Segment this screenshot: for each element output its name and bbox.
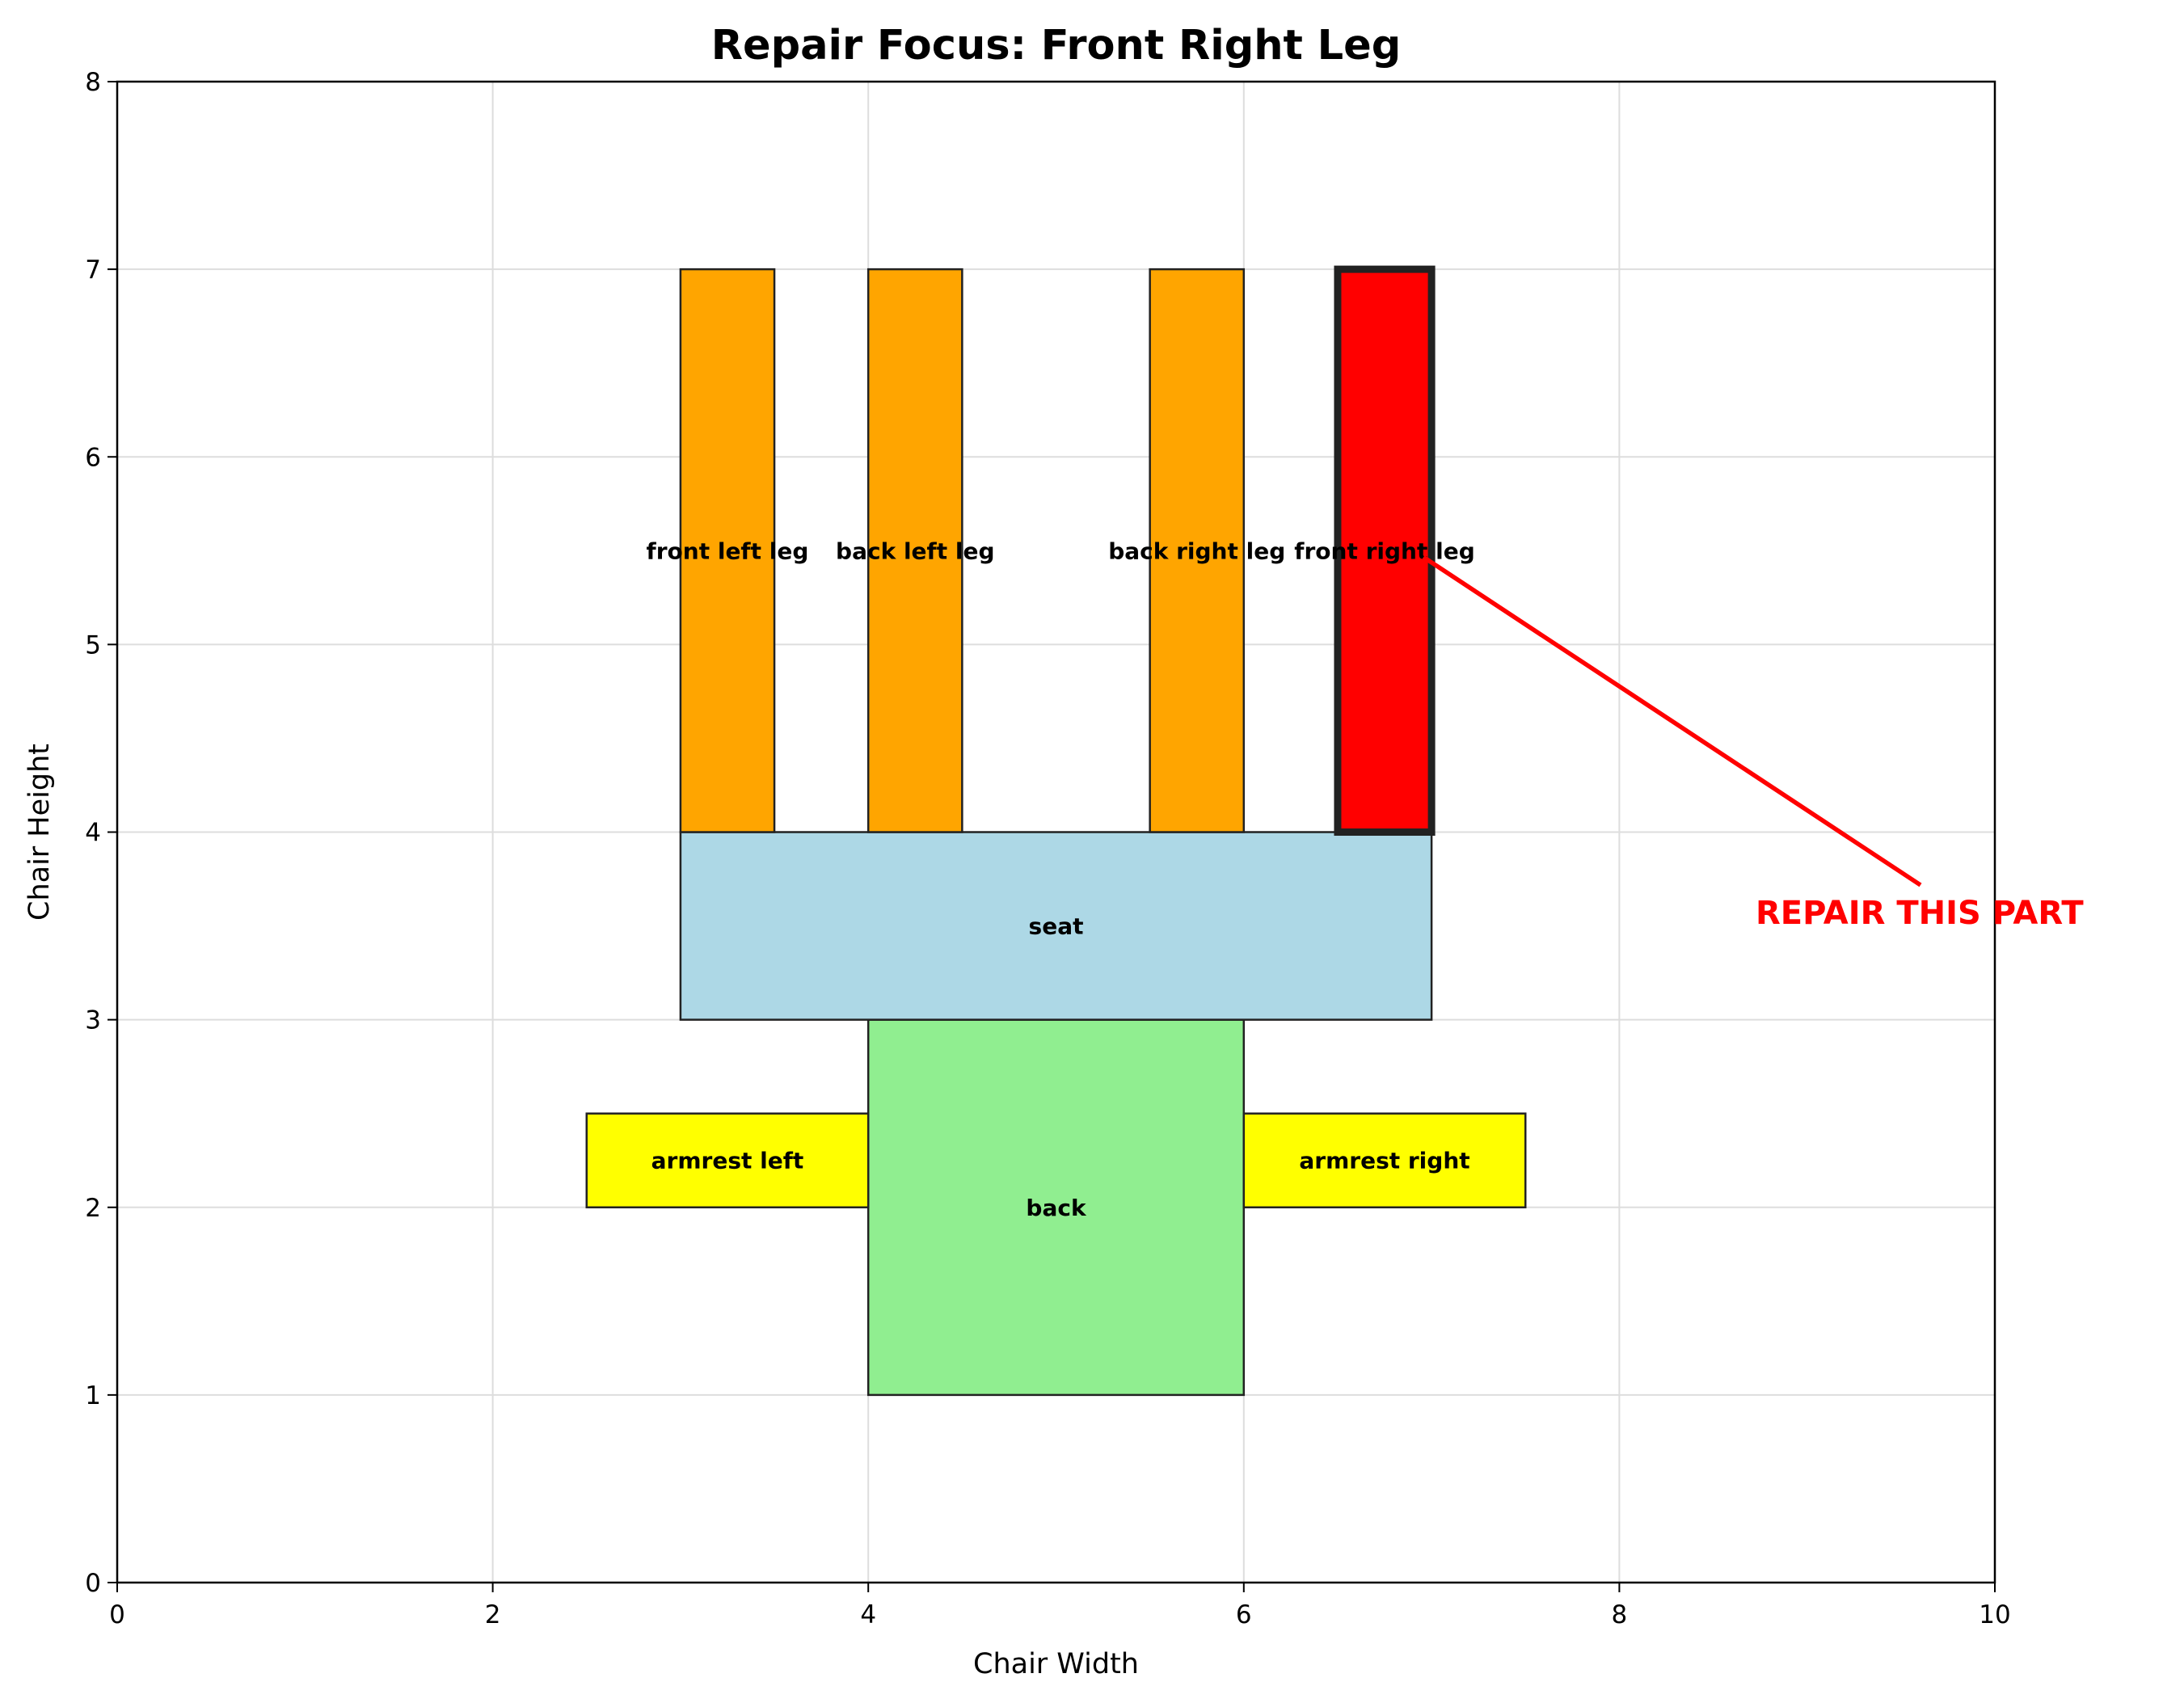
chair-parts [585,265,1527,1397]
part-back-left-leg [866,268,963,833]
x-tick-label: 0 [109,1600,125,1629]
part-front-left-leg [679,268,776,833]
label-armrest-right: armrest right [1299,1148,1469,1174]
y-axis-label: Chair Height [23,744,56,921]
part-labels: back armrest left armrest right seat front l… [647,537,1475,1220]
axis-ticks: 0 2 4 6 8 10 0 1 2 3 4 5 6 7 8 [85,68,2010,1629]
label-armrest-left: armrest left [651,1148,804,1174]
y-tick-label: 4 [85,819,101,848]
y-tick-label: 1 [85,1381,101,1410]
label-front-right-leg: front right leg [1294,537,1474,564]
part-front-right-leg [1334,265,1436,836]
part-armrest-left [585,1112,870,1208]
part-back-right-leg [1149,268,1246,833]
part-seat [679,831,1433,1021]
annotation-text: REPAIR THIS PART [1756,895,2084,932]
y-tick-label: 6 [85,443,101,472]
label-back: back [1026,1195,1087,1221]
x-tick-label: 4 [860,1600,876,1629]
x-tick-label: 8 [1612,1600,1628,1629]
y-tick-label: 3 [85,1006,101,1035]
x-axis-label: Chair Width [973,1648,1139,1680]
chart-title: Repair Focus: Front Right Leg [711,22,1402,70]
y-tick-label: 2 [85,1194,101,1223]
label-back-left-leg: back left leg [836,537,994,564]
label-back-right-leg: back right leg [1108,537,1285,564]
y-tick-label: 5 [85,630,101,660]
y-tick-label: 7 [85,255,101,285]
y-tick-label: 8 [85,68,101,97]
y-tick-label: 0 [85,1569,101,1598]
x-tick-label: 2 [485,1600,501,1629]
annotation: REPAIR THIS PART [1422,555,2084,932]
label-front-left-leg: front left leg [647,537,809,564]
annotation-arrow [1422,555,1922,887]
part-armrest-right [1242,1112,1527,1208]
x-tick-label: 6 [1236,1600,1252,1629]
x-tick-label: 10 [1979,1600,2010,1629]
label-seat: seat [1029,913,1084,940]
